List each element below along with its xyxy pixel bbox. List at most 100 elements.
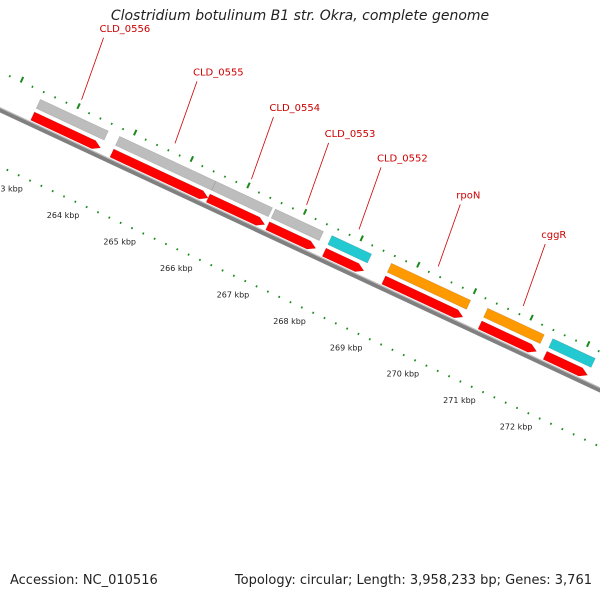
outer-tick [110,122,113,126]
outer-tick [461,286,464,289]
outer-tick [212,170,215,173]
accession-text: Accession: NC_010516 [10,573,158,588]
scale-tick [187,253,190,256]
scale-tick [515,406,519,410]
cds-arrow-2 [205,193,266,226]
outer-tick [552,328,555,332]
scale-tick [436,369,439,373]
outer-tick [53,96,57,99]
gene-bar-7 [548,338,596,368]
outer-tick [337,228,340,231]
scale-tick [176,248,179,251]
scale-tick [481,390,485,394]
cds-arrow-3 [265,221,317,250]
scale-tick [289,300,292,304]
label-leader-rpoN [437,204,461,267]
scale-tick [51,189,54,193]
outer-tick [167,149,170,152]
outer-tick [280,201,283,205]
scale-tick [493,396,496,399]
gene-bar-3 [270,208,324,241]
outer-tick [393,254,396,258]
outer-tick [450,281,453,284]
scale-tick [583,438,587,441]
outer-tick [87,111,91,115]
outer-tick [178,154,181,157]
outer-tick [416,261,421,268]
outer-tick [540,323,544,326]
label-leader-CLD_0556 [81,37,104,100]
tick-label-271: 271 kbp [443,396,476,405]
outer-tick [563,334,566,337]
cds-arrow-0 [30,111,102,150]
scale-tick [312,311,315,315]
feature-label-CLD_0552: CLD_0552 [377,153,428,164]
outer-tick [201,164,204,168]
scale-tick [28,179,32,182]
outer-tick [235,180,238,184]
scale-tick [379,343,383,346]
outer-tick [586,340,591,348]
outer-tick [302,208,308,216]
scale-tick [391,348,394,352]
outer-tick [269,196,272,200]
cds-arrow-1 [109,148,209,200]
label-leader-cggR [522,243,546,307]
gene-bar-6 [483,307,545,345]
outer-tick [291,207,295,210]
scale-tick [130,226,134,230]
scale-tick [323,316,326,320]
scale-tick [96,211,100,214]
scale-tick [278,295,281,299]
scale-tick [164,242,168,246]
genome-backbone-highlight [0,106,600,389]
outer-tick [189,155,195,163]
scale-tick [549,422,553,426]
cds-arrow-5 [381,275,464,319]
feature-label-rpoN: rpoN [456,190,480,201]
outer-tick [382,249,385,252]
genome-backbone [0,108,600,393]
outer-tick [155,143,159,147]
scale-tick [538,417,541,420]
tick-label-263: 263 kbp [0,185,23,194]
tick-label-269: 269 kbp [330,343,363,352]
genome-summary-text: Topology: circular; Length: 3,958,233 bp… [234,573,592,588]
genome-title: Clostridium botulinum B1 str. Okra, comp… [110,8,490,24]
outer-tick [8,74,11,78]
cds-arrow-6 [477,320,538,353]
scale-tick [62,195,66,198]
outer-tick [31,85,34,89]
scale-tick [357,332,360,336]
outer-tick [359,235,364,242]
scale-tick [300,306,303,309]
feature-label-CLD_0554: CLD_0554 [269,103,320,114]
outer-tick [597,349,600,353]
scale-tick [527,411,530,415]
scale-tick [561,427,564,431]
cds-arrow-7 [542,350,589,377]
scale-tick [266,290,270,293]
outer-tick [76,102,81,110]
tick-label-268: 268 kbp [273,317,306,326]
outer-tick [506,307,510,311]
outer-tick [314,217,317,221]
scale-tick [142,232,145,235]
outer-tick [348,233,351,237]
feature-label-CLD_0555: CLD_0555 [193,67,244,78]
scale-tick [572,433,575,436]
scale-tick [425,364,428,367]
outer-tick [371,244,374,247]
scale-tick [368,337,371,341]
tick-label-265: 265 kbp [103,238,136,247]
scale-tick [221,269,224,272]
scale-tick [595,443,598,447]
outer-tick [405,260,408,263]
outer-tick [144,138,147,141]
scale-tick [447,374,451,378]
outer-tick [246,182,251,189]
outer-tick [223,175,227,178]
outer-tick [427,270,430,274]
scale-tick [504,401,507,404]
outer-tick [65,101,68,104]
